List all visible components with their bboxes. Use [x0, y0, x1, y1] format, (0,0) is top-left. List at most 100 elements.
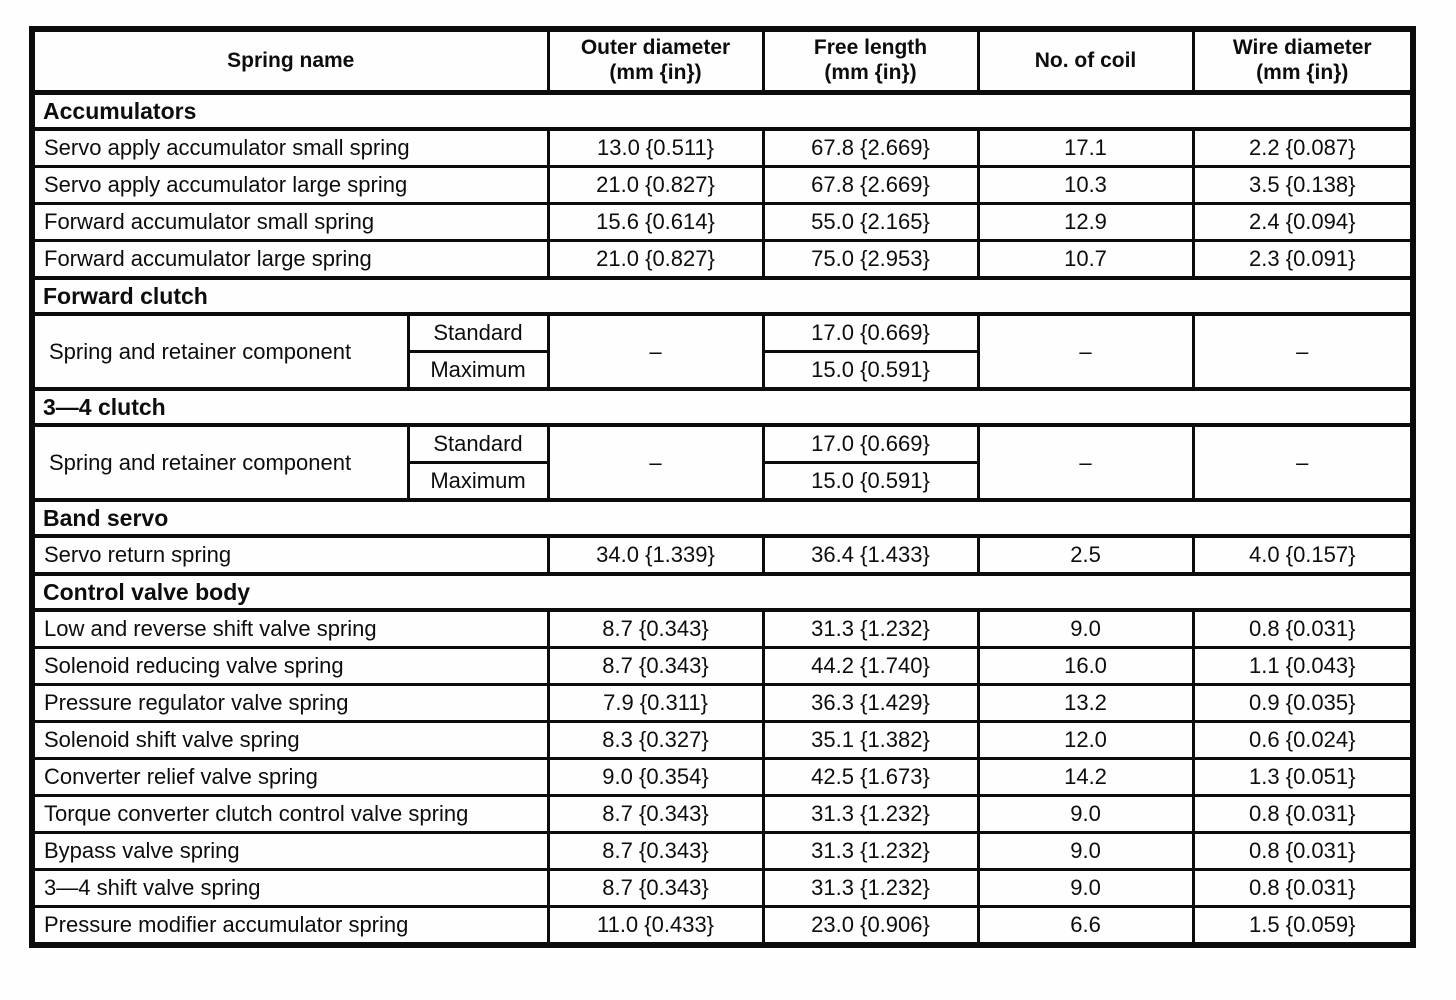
spring-name-cell: Forward accumulator small spring [30, 202, 550, 242]
variant-label-cell: Maximum [406, 461, 550, 502]
coil-count-cell: 13.2 [976, 683, 1195, 723]
table-row-split-bottom: Maximum 15.0 {0.591} [32, 461, 1413, 502]
outer-diameter-cell: 8.7 {0.343} [546, 794, 765, 834]
outer-diameter-cell: – [546, 423, 765, 502]
table-row: Solenoid shift valve spring 8.3 {0.327} … [30, 720, 1415, 760]
wire-diameter-cell: 2.2 {0.087} [1191, 127, 1415, 168]
free-length-cell: 17.0 {0.669} [761, 312, 980, 353]
coil-count-cell: – [976, 423, 1195, 502]
free-length-cell: 15.0 {0.591} [761, 461, 980, 502]
spring-name-cell: Servo apply accumulator small spring [30, 127, 550, 168]
spring-name-cell: 3—4 shift valve spring [30, 868, 550, 908]
section-title-band-servo: Band servo [30, 498, 1415, 538]
outer-diameter-cell: 13.0 {0.511} [546, 127, 765, 168]
wire-diameter-cell: 0.8 {0.031} [1191, 794, 1415, 834]
spring-name-cell: Solenoid reducing valve spring [30, 646, 550, 686]
col-header-unit: (mm {in}) [1256, 61, 1349, 84]
free-length-cell: 31.3 {1.232} [761, 868, 980, 908]
free-length-cell: 67.8 {2.669} [761, 127, 980, 168]
wire-diameter-cell: 2.3 {0.091} [1191, 239, 1415, 280]
free-length-cell: 67.8 {2.669} [761, 165, 980, 205]
coil-count-cell: 10.3 [976, 165, 1195, 205]
wire-diameter-cell: – [1191, 423, 1415, 502]
coil-count-cell: – [976, 312, 1195, 391]
outer-diameter-cell: 8.7 {0.343} [546, 831, 765, 871]
section-title-3-4-clutch: 3—4 clutch [30, 387, 1415, 427]
wire-diameter-cell: 4.0 {0.157} [1191, 534, 1415, 576]
table-row: Solenoid reducing valve spring 8.7 {0.34… [30, 646, 1415, 686]
coil-count-cell: 12.9 [976, 202, 1195, 242]
col-header-label: Wire diameter [1232, 36, 1372, 60]
free-length-cell: 36.3 {1.429} [761, 683, 980, 723]
spring-name-cell: Spring and retainer component [30, 312, 410, 391]
free-length-cell: 44.2 {1.740} [761, 646, 980, 686]
free-length-cell: 15.0 {0.591} [761, 350, 980, 391]
table-row: Forward accumulator small spring 15.6 {0… [30, 202, 1415, 242]
table-header-row: Spring name Outer diameter (mm {in}) Fre… [30, 27, 1415, 95]
wire-diameter-cell: – [1191, 312, 1415, 391]
table-row: Low and reverse shift valve spring 8.7 {… [30, 608, 1415, 649]
col-header-free-length: Free length (mm {in}) [761, 27, 980, 95]
col-header-unit: (mm {in}) [609, 61, 702, 84]
section-header-row: Control valve body [30, 572, 1415, 612]
spring-name-cell: Torque converter clutch control valve sp… [30, 794, 550, 834]
outer-diameter-cell: 21.0 {0.827} [546, 239, 765, 280]
coil-count-cell: 9.0 [976, 831, 1195, 871]
coil-count-cell: 2.5 [976, 534, 1195, 576]
free-length-cell: 31.3 {1.232} [761, 608, 980, 649]
table-row: Servo return spring 34.0 {1.339} 36.4 {1… [30, 534, 1415, 576]
coil-count-cell: 17.1 [976, 127, 1195, 168]
wire-diameter-cell: 1.1 {0.043} [1191, 646, 1415, 686]
coil-count-cell: 10.7 [976, 239, 1195, 280]
free-length-cell: 31.3 {1.232} [761, 831, 980, 871]
table-row: Servo apply accumulator large spring 21.… [30, 165, 1415, 205]
wire-diameter-cell: 0.8 {0.031} [1191, 608, 1415, 649]
wire-diameter-cell: 1.3 {0.051} [1191, 757, 1415, 797]
free-length-cell: 35.1 {1.382} [761, 720, 980, 760]
section-header-row: Accumulators [30, 90, 1415, 131]
coil-count-cell: 6.6 [976, 905, 1195, 947]
coil-count-cell: 9.0 [976, 608, 1195, 649]
wire-diameter-cell: 1.5 {0.059} [1191, 905, 1415, 947]
spring-name-cell: Spring and retainer component [30, 423, 410, 502]
spring-name-cell: Solenoid shift valve spring [30, 720, 550, 760]
section-header-row: 3—4 clutch [30, 387, 1415, 427]
free-length-cell: 17.0 {0.669} [761, 423, 980, 464]
spring-name-cell: Pressure modifier accumulator spring [30, 905, 550, 947]
table-row: Pressure modifier accumulator spring 11.… [30, 905, 1415, 947]
spring-name-cell: Bypass valve spring [30, 831, 550, 871]
table-row: Forward accumulator large spring 21.0 {0… [30, 239, 1415, 280]
col-header-unit: (mm {in}) [824, 61, 917, 84]
section-header-row: Band servo [30, 498, 1415, 538]
wire-diameter-cell: 0.8 {0.031} [1191, 831, 1415, 871]
table-row: Servo apply accumulator small spring 13.… [30, 127, 1415, 168]
col-header-outer-diameter: Outer diameter (mm {in}) [546, 27, 765, 95]
outer-diameter-cell: 8.7 {0.343} [546, 646, 765, 686]
col-header-no-of-coil: No. of coil [976, 27, 1195, 95]
free-length-cell: 55.0 {2.165} [761, 202, 980, 242]
outer-diameter-cell: 7.9 {0.311} [546, 683, 765, 723]
spring-name-cell: Converter relief valve spring [30, 757, 550, 797]
free-length-cell: 42.5 {1.673} [761, 757, 980, 797]
section-title-control-valve-body: Control valve body [30, 572, 1415, 612]
table-row: Pressure regulator valve spring 7.9 {0.3… [30, 683, 1415, 723]
variant-label-cell: Standard [406, 423, 550, 464]
coil-count-cell: 9.0 [976, 794, 1195, 834]
table-row-split-bottom: Maximum 15.0 {0.591} [32, 350, 1413, 391]
coil-count-cell: 14.2 [976, 757, 1195, 797]
table-row-split-top: Spring and retainer component Standard –… [30, 423, 1415, 502]
outer-diameter-cell: 11.0 {0.433} [546, 905, 765, 947]
table-row: Bypass valve spring 8.7 {0.343} 31.3 {1.… [30, 831, 1415, 871]
free-length-cell: 36.4 {1.433} [761, 534, 980, 576]
coil-count-cell: 16.0 [976, 646, 1195, 686]
section-title-forward-clutch: Forward clutch [30, 276, 1415, 316]
wire-diameter-cell: 0.6 {0.024} [1191, 720, 1415, 760]
free-length-cell: 23.0 {0.906} [761, 905, 980, 947]
spring-name-cell: Low and reverse shift valve spring [30, 608, 550, 649]
wire-diameter-cell: 3.5 {0.138} [1191, 165, 1415, 205]
wire-diameter-cell: 2.4 {0.094} [1191, 202, 1415, 242]
outer-diameter-cell: 8.7 {0.343} [546, 868, 765, 908]
wire-diameter-cell: 0.9 {0.035} [1191, 683, 1415, 723]
spring-name-cell: Servo apply accumulator large spring [30, 165, 550, 205]
col-header-wire-diameter: Wire diameter (mm {in}) [1191, 27, 1415, 95]
